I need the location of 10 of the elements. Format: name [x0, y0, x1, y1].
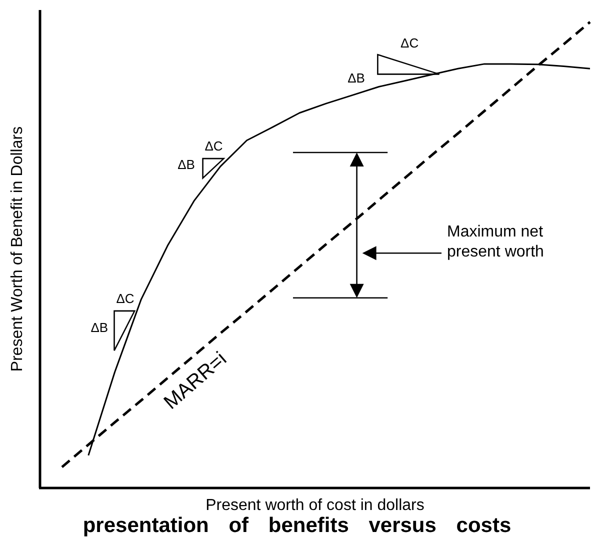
- annotation: Maximum net present worth: [447, 223, 544, 260]
- annotation: ΔC: [204, 138, 223, 154]
- annotation: ΔC: [400, 36, 419, 51]
- y-axis-title: Present Worth of Benefit in Dollars: [9, 126, 26, 372]
- annotation: ΔB: [178, 156, 195, 172]
- annotation: ΔB: [348, 70, 365, 86]
- text: presentation of benefits versus costs: [82, 514, 512, 537]
- x-axis-title: Present worth of cost in dollars: [206, 497, 424, 514]
- annotation: ΔB: [90, 320, 108, 335]
- annotation: ΔC: [116, 291, 134, 306]
